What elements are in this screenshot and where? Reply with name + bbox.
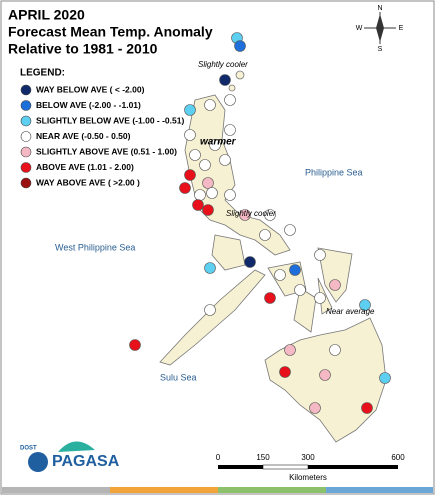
scale-label: 300 bbox=[301, 453, 315, 462]
station bbox=[264, 292, 276, 304]
scale-label: 0 bbox=[216, 453, 221, 462]
legend-swatch bbox=[20, 162, 32, 173]
legend-swatch bbox=[20, 100, 32, 111]
station bbox=[309, 402, 321, 414]
station bbox=[379, 372, 391, 384]
station bbox=[179, 182, 191, 194]
sea-label: Philippine Sea bbox=[305, 167, 363, 177]
station bbox=[234, 40, 246, 52]
station bbox=[239, 209, 251, 221]
stations bbox=[129, 32, 391, 414]
legend-label: SLIGHTLY ABOVE AVE (0.51 - 1.00) bbox=[36, 146, 177, 156]
station bbox=[219, 154, 231, 166]
station bbox=[184, 104, 196, 116]
legend-swatch bbox=[20, 131, 32, 142]
station bbox=[359, 299, 371, 311]
compass-label: E bbox=[399, 25, 404, 32]
compass-label: N bbox=[377, 5, 382, 12]
station bbox=[361, 402, 373, 414]
station bbox=[284, 224, 296, 236]
compass-label: W bbox=[356, 25, 363, 32]
legend-label: NEAR AVE (-0.50 - 0.50) bbox=[36, 131, 131, 141]
legend-label: SLIGHTLY BELOW AVE (-1.00 - -0.51) bbox=[36, 115, 184, 125]
annotation: Near average bbox=[326, 307, 375, 316]
compass: N E S W bbox=[356, 5, 404, 53]
scale-label: 150 bbox=[256, 453, 270, 462]
station bbox=[129, 339, 141, 351]
annotation: Slightly cooler bbox=[198, 60, 248, 69]
station bbox=[329, 279, 341, 291]
scale-unit: Kilometers bbox=[289, 473, 327, 482]
sea-label: West Philippine Sea bbox=[55, 242, 135, 252]
legend-label: ABOVE AVE (1.01 - 2.00) bbox=[36, 162, 134, 172]
title-line: Forecast Mean Temp. Anomaly bbox=[8, 24, 213, 40]
logo-dept: DOST bbox=[20, 446, 37, 452]
logo: DOST PAGASA bbox=[20, 441, 120, 472]
legend-swatch bbox=[20, 146, 32, 158]
station bbox=[192, 199, 204, 211]
station bbox=[244, 256, 256, 268]
legend: WAY BELOW AVE ( < -2.00) BELOW AVE (-2.00… bbox=[20, 84, 184, 189]
station bbox=[194, 189, 206, 201]
legend-title: LEGEND: bbox=[20, 68, 65, 79]
station bbox=[314, 292, 326, 304]
title: APRIL 2020 Forecast Mean Temp. Anomaly R… bbox=[8, 7, 213, 57]
legend-swatch bbox=[20, 177, 32, 189]
legend-label: WAY ABOVE AVE ( >2.00 ) bbox=[36, 177, 140, 187]
station bbox=[219, 74, 231, 86]
station bbox=[274, 269, 286, 281]
station bbox=[202, 177, 214, 189]
station bbox=[319, 369, 331, 381]
bottom-strip bbox=[2, 487, 433, 493]
station bbox=[206, 187, 218, 199]
station bbox=[204, 99, 216, 111]
station bbox=[184, 169, 196, 181]
title-line: APRIL 2020 bbox=[8, 7, 85, 23]
sea-label: Sulu Sea bbox=[160, 372, 197, 382]
scale-label: 600 bbox=[391, 453, 405, 462]
station bbox=[199, 159, 211, 171]
title-line: Relative to 1981 - 2010 bbox=[8, 41, 158, 57]
scale-bar: 0 150 300 600 Kilometers bbox=[216, 453, 405, 482]
station bbox=[289, 264, 301, 276]
station bbox=[279, 366, 291, 378]
annotation: Slightly cooler bbox=[226, 209, 276, 218]
station bbox=[204, 262, 216, 274]
station bbox=[314, 249, 326, 261]
legend-swatch bbox=[20, 84, 32, 96]
station bbox=[259, 229, 271, 241]
legend-swatch bbox=[20, 115, 32, 127]
station bbox=[224, 94, 236, 106]
compass-label: S bbox=[378, 46, 383, 53]
station bbox=[329, 344, 341, 356]
station bbox=[264, 209, 276, 221]
station bbox=[209, 139, 221, 151]
station bbox=[204, 304, 216, 316]
logo-text: PAGASA bbox=[52, 453, 120, 470]
station bbox=[224, 124, 236, 136]
legend-label: BELOW AVE (-2.00 - -1.01) bbox=[36, 100, 141, 110]
station bbox=[284, 344, 296, 356]
station bbox=[294, 284, 306, 296]
station bbox=[224, 189, 236, 201]
legend-label: WAY BELOW AVE ( < -2.00) bbox=[36, 84, 145, 94]
station bbox=[189, 149, 201, 161]
station bbox=[202, 204, 214, 216]
annotation: warmer bbox=[200, 137, 237, 148]
station bbox=[184, 129, 196, 141]
